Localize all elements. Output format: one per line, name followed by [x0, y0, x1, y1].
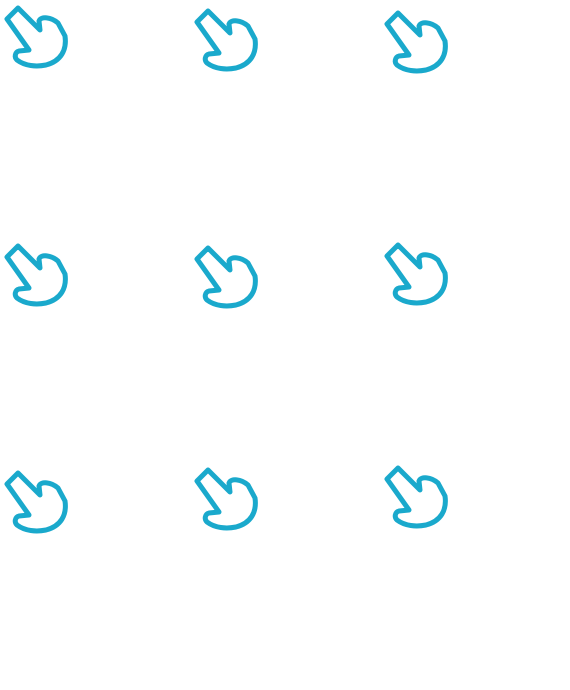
arrow-outline	[384, 465, 448, 529]
arrow-down-right-icon	[383, 240, 449, 306]
arrow-outline	[194, 245, 258, 309]
arrow-down-right-icon	[3, 468, 69, 534]
arrow-down-right-icon	[383, 463, 449, 529]
arrow-outline	[194, 8, 258, 72]
arrow-outline	[384, 242, 448, 306]
arrow-outline	[384, 10, 448, 74]
arrow-down-right-icon	[383, 8, 449, 74]
arrow-outline	[4, 243, 68, 307]
arrow-down-right-icon	[3, 3, 69, 69]
arrow-down-right-icon	[3, 241, 69, 307]
arrow-down-right-icon	[193, 243, 259, 309]
arrow-outline	[194, 467, 258, 531]
arrow-outline	[4, 5, 68, 69]
arrow-outline	[4, 470, 68, 534]
arrow-down-right-icon	[193, 465, 259, 531]
arrow-down-right-icon	[193, 6, 259, 72]
